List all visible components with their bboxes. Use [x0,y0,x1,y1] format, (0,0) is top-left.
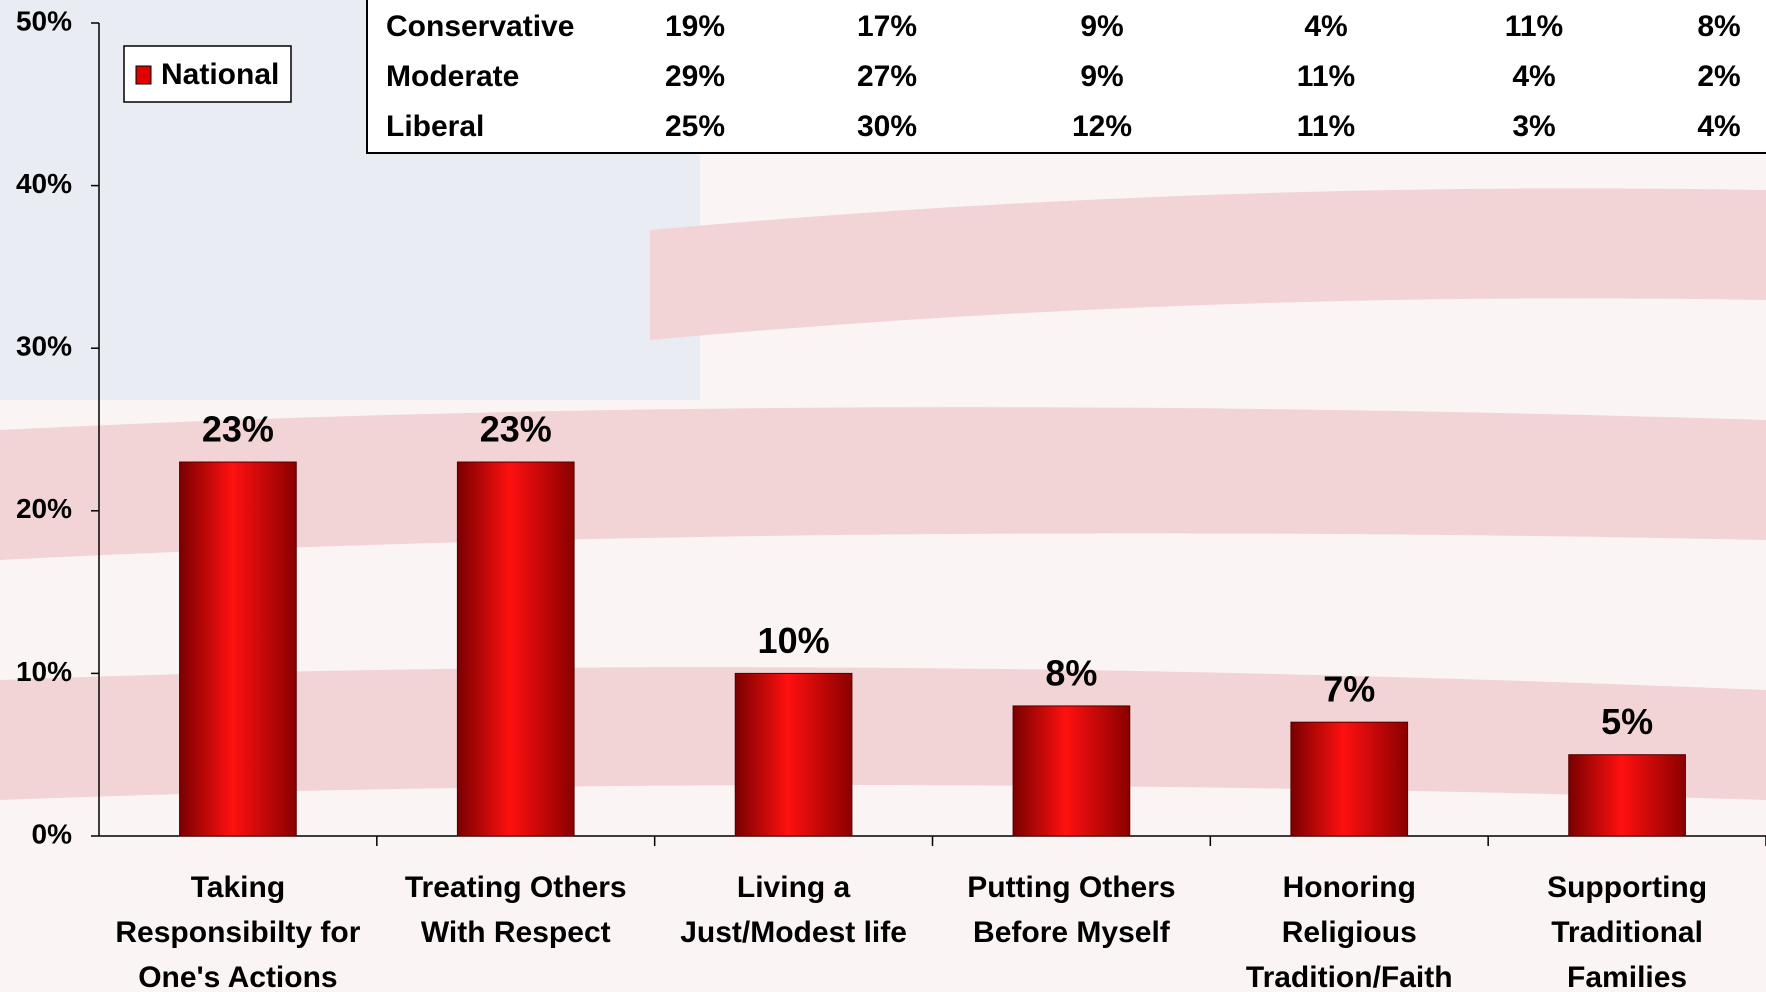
value-label: 23% [202,409,274,450]
x-tick-label: One's Actions [138,961,337,992]
y-tick-label: 30% [16,331,72,362]
table-cell: 29% [665,60,725,93]
x-tick-label: Honoring [1283,871,1416,904]
value-label: 23% [480,409,552,450]
legend-label: National [161,58,279,91]
table-cell: 9% [1080,10,1123,43]
x-tick-label: Treating Others [405,871,627,904]
y-tick-label: 0% [32,818,73,849]
y-tick-label: 20% [16,493,72,524]
bar [179,461,297,837]
x-tick-label: Putting Others [967,871,1175,904]
table-cell: 9% [1080,60,1123,93]
table-cell: 27% [857,60,917,93]
table-cell: 11% [1297,60,1355,93]
table-row-label: Liberal [386,110,484,143]
bar [1568,754,1686,837]
table-cell: 8% [1697,10,1740,43]
value-label: 8% [1045,652,1097,693]
x-tick-label: Just/Modest life [680,916,907,949]
table-cell: 12% [1072,110,1132,143]
value-label: 10% [758,620,830,661]
x-tick-label: Taking [191,871,285,904]
x-tick-label: With Respect [421,916,611,949]
y-tick-label: 50% [16,5,72,36]
x-tick-label: Before Myself [973,916,1171,949]
table-cell: 11% [1505,10,1563,43]
table-cell: 25% [665,110,725,143]
x-tick-label: Supporting [1547,871,1707,904]
bar [734,672,853,837]
y-tick-label: 40% [16,168,72,199]
value-label: 7% [1323,669,1375,710]
table-cell: 30% [857,110,917,143]
bar [1012,705,1131,837]
legend: National [123,45,292,103]
x-tick-label: Traditional [1551,916,1703,949]
table-cell: 19% [665,10,725,43]
bar [456,461,575,837]
table-row-label: Moderate [386,60,519,93]
x-tick-label: Religious [1282,916,1417,949]
table-cell: 11% [1297,110,1355,143]
plot: 0% 10% 20% 30% 40% 50% Taking Responsibilty for… [16,5,1766,992]
table-cell: 3% [1512,110,1555,143]
x-tick-label: Living a [737,871,851,904]
bar [1290,721,1409,837]
table-cell: 4% [1697,110,1740,143]
legend-swatch [135,65,152,85]
table-cell: 4% [1304,10,1347,43]
table-cell: 2% [1697,60,1740,93]
x-tick-label: Tradition/Faith [1246,961,1453,992]
y-tick-label: 10% [16,656,72,687]
table-row-label: Conservative [386,10,574,43]
table-cell: 4% [1512,60,1555,93]
x-tick-label: Families [1567,961,1687,992]
value-label: 5% [1601,701,1653,742]
x-tick-label: Responsibilty for [115,916,360,949]
table: Conservative 19% 17% 9% 4% 11% 8% Moderate 29% 27… [366,0,1766,154]
table-cell: 17% [857,10,917,43]
